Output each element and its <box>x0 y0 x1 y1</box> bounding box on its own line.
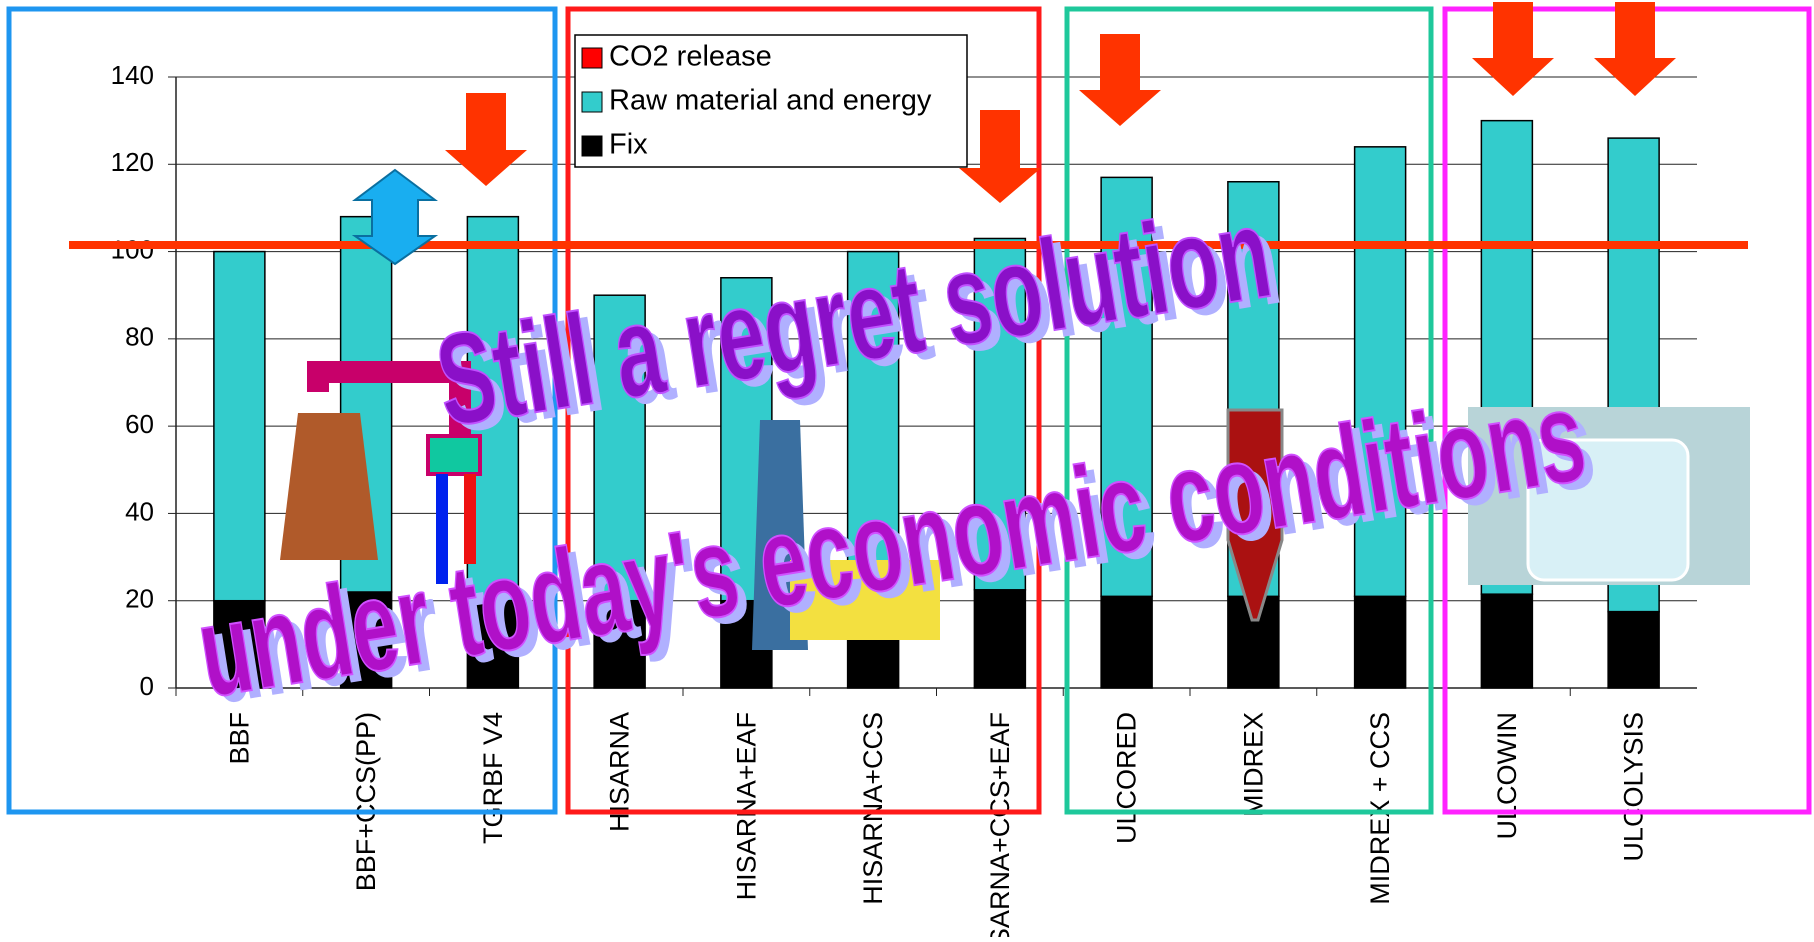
bar-segment <box>593 294 646 602</box>
x-tick-label: ULCORED <box>1112 712 1142 844</box>
group-box <box>6 6 558 815</box>
x-tick-label: MIDREX <box>1238 712 1268 817</box>
y-tick-label: 20 <box>125 584 154 614</box>
legend-swatch <box>581 135 603 157</box>
bar-segment <box>973 589 1027 689</box>
x-tick-label: TGRBF V4 <box>478 712 508 844</box>
bar-segment <box>1100 595 1153 689</box>
bar-segment <box>1480 593 1534 689</box>
bar-segment <box>213 250 266 602</box>
plot: 0 20 40 60 80 100 120 140 BBF BBF+CCS(PP) TGRBF V4… <box>111 34 1697 942</box>
bar-segment <box>339 591 393 689</box>
y-tick-label: 140 <box>111 60 154 90</box>
y-tick-label: 100 <box>111 234 154 264</box>
bar-segment <box>1607 610 1660 689</box>
x-tick-label: MIDREX + CCS <box>1365 712 1395 905</box>
x-tick-label: BBF+CCS(PP) <box>351 712 381 891</box>
legend-label: Raw material and energy <box>609 85 932 117</box>
bar-segment <box>973 237 1027 591</box>
legend: CO2 release Raw material and energy Fix <box>574 34 968 168</box>
legend-swatch <box>581 91 603 113</box>
y-tick-label: 60 <box>125 409 154 439</box>
legend-swatch <box>581 47 603 69</box>
y-tick-label: 120 <box>111 147 154 177</box>
bar-segment <box>1353 595 1407 689</box>
legend-label: Fix <box>609 129 648 161</box>
illustration <box>280 361 1750 650</box>
legend-label: CO2 release <box>609 41 772 73</box>
x-tick-label: HISARNA+CCS <box>858 712 888 905</box>
group-box <box>565 6 1042 815</box>
arrow <box>445 2 1676 203</box>
x-tick-label: HISARNA+CCS+EAF <box>985 712 1015 937</box>
bar-segment <box>593 599 646 689</box>
bar-segment <box>466 599 520 689</box>
x-tick-label: ULCOWIN <box>1492 712 1522 840</box>
bar-segment <box>1353 146 1407 598</box>
legend-box <box>574 34 968 168</box>
y-tick-label: 40 <box>125 496 154 526</box>
double-arrow <box>351 168 439 266</box>
y-tick-label: 0 <box>140 671 154 701</box>
y-tick-label: 80 <box>125 322 154 352</box>
x-tick-label: HISARNA+EAF <box>731 712 761 900</box>
x-tick-label: ULCOLYSIS <box>1619 712 1649 862</box>
group-box <box>1064 6 1434 815</box>
x-tick-label: BBF <box>224 712 254 765</box>
bar-segment <box>846 250 900 593</box>
